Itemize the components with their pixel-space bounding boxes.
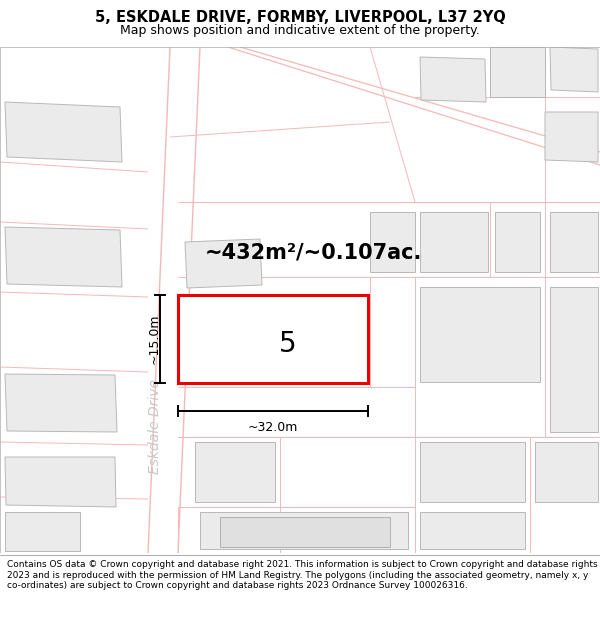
Polygon shape bbox=[550, 47, 598, 92]
Polygon shape bbox=[420, 287, 540, 382]
Polygon shape bbox=[420, 512, 525, 549]
Text: Eskdale Drive: Eskdale Drive bbox=[148, 379, 162, 474]
Polygon shape bbox=[490, 47, 545, 97]
Text: Map shows position and indicative extent of the property.: Map shows position and indicative extent… bbox=[120, 24, 480, 37]
Text: ~432m²/~0.107ac.: ~432m²/~0.107ac. bbox=[205, 242, 422, 262]
Polygon shape bbox=[420, 212, 488, 272]
Polygon shape bbox=[5, 102, 122, 162]
Text: ~15.0m: ~15.0m bbox=[148, 314, 161, 364]
Polygon shape bbox=[535, 442, 598, 502]
Polygon shape bbox=[178, 295, 368, 383]
Polygon shape bbox=[220, 517, 390, 547]
Polygon shape bbox=[550, 212, 598, 272]
Polygon shape bbox=[5, 457, 116, 507]
Polygon shape bbox=[5, 374, 117, 432]
Polygon shape bbox=[195, 307, 312, 377]
Text: Contains OS data © Crown copyright and database right 2021. This information is : Contains OS data © Crown copyright and d… bbox=[7, 560, 598, 590]
Polygon shape bbox=[5, 227, 122, 287]
Polygon shape bbox=[195, 442, 275, 502]
Polygon shape bbox=[370, 212, 415, 272]
Polygon shape bbox=[185, 239, 262, 288]
Text: 5: 5 bbox=[279, 330, 297, 358]
Polygon shape bbox=[550, 287, 598, 432]
Polygon shape bbox=[495, 212, 540, 272]
Polygon shape bbox=[545, 112, 598, 162]
Polygon shape bbox=[420, 57, 486, 102]
Text: ~32.0m: ~32.0m bbox=[248, 421, 298, 434]
Polygon shape bbox=[5, 512, 80, 551]
Text: 5, ESKDALE DRIVE, FORMBY, LIVERPOOL, L37 2YQ: 5, ESKDALE DRIVE, FORMBY, LIVERPOOL, L37… bbox=[95, 11, 505, 26]
Polygon shape bbox=[420, 442, 525, 502]
Polygon shape bbox=[200, 512, 408, 549]
